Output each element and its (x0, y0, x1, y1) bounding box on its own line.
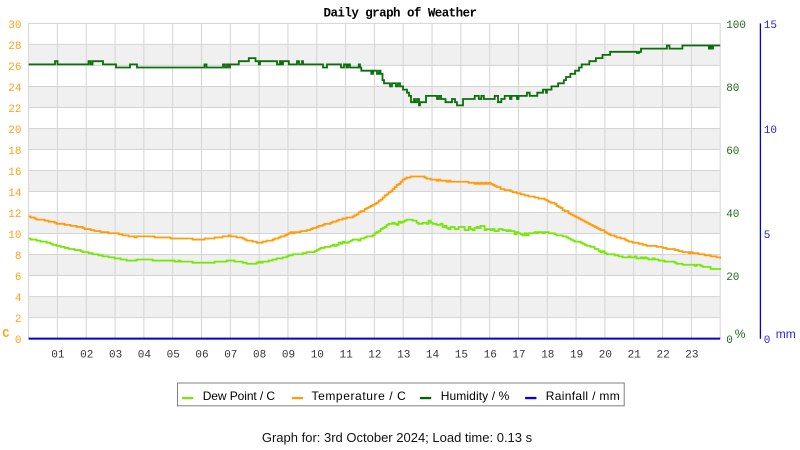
svg-text:20: 20 (599, 350, 612, 362)
svg-text:5: 5 (764, 230, 771, 242)
svg-text:10: 10 (764, 125, 777, 137)
svg-text:10: 10 (311, 350, 324, 362)
svg-text:19: 19 (570, 350, 583, 362)
svg-text:12: 12 (8, 209, 21, 221)
svg-text:Rainfall / mm: Rainfall / mm (546, 389, 620, 403)
svg-text:15: 15 (455, 350, 468, 362)
svg-text:14: 14 (8, 188, 22, 200)
svg-text:4: 4 (15, 293, 22, 305)
svg-text:08: 08 (253, 350, 266, 362)
svg-text:Humidity / %: Humidity / % (441, 389, 510, 403)
svg-text:C: C (2, 327, 9, 341)
svg-text:26: 26 (8, 62, 21, 74)
svg-text:04: 04 (138, 350, 152, 362)
svg-text:07: 07 (224, 350, 237, 362)
svg-text:16: 16 (8, 167, 21, 179)
svg-text:100: 100 (726, 20, 746, 32)
svg-text:20: 20 (8, 125, 21, 137)
svg-text:06: 06 (195, 350, 208, 362)
svg-text:60: 60 (726, 146, 739, 158)
svg-text:16: 16 (484, 350, 497, 362)
svg-text:17: 17 (512, 350, 525, 362)
svg-text:6: 6 (15, 272, 22, 284)
svg-text:03: 03 (109, 350, 122, 362)
svg-text:11: 11 (339, 350, 353, 362)
svg-text:13: 13 (397, 350, 410, 362)
svg-text:24: 24 (8, 83, 22, 95)
svg-text:09: 09 (282, 350, 295, 362)
svg-text:05: 05 (167, 350, 180, 362)
svg-text:Graph for: 3rd October 2024; L: Graph for: 3rd October 2024; Load time: … (262, 430, 533, 445)
svg-text:30: 30 (8, 20, 21, 32)
svg-text:10: 10 (8, 230, 21, 242)
svg-text:02: 02 (80, 350, 93, 362)
svg-text:22: 22 (656, 350, 669, 362)
svg-text:01: 01 (51, 350, 65, 362)
svg-text:22: 22 (8, 104, 21, 116)
svg-text:Temperature / C: Temperature / C (312, 389, 407, 403)
svg-text:8: 8 (15, 251, 22, 263)
svg-text:23: 23 (685, 350, 698, 362)
svg-text:0: 0 (15, 335, 22, 347)
svg-text:0: 0 (764, 335, 771, 347)
svg-text:14: 14 (426, 350, 440, 362)
svg-text:28: 28 (8, 41, 21, 53)
svg-text:20: 20 (726, 272, 739, 284)
svg-text:40: 40 (726, 209, 739, 221)
svg-text:0: 0 (726, 335, 733, 347)
svg-text:12: 12 (368, 350, 381, 362)
svg-text:mm: mm (776, 327, 796, 341)
svg-text:Daily graph of Weather: Daily graph of Weather (324, 7, 477, 21)
svg-text:18: 18 (541, 350, 554, 362)
svg-text:Dew Point / C: Dew Point / C (203, 389, 276, 403)
svg-text:%: % (735, 327, 746, 341)
svg-text:18: 18 (8, 146, 21, 158)
svg-text:2: 2 (15, 314, 22, 326)
svg-text:80: 80 (726, 83, 739, 95)
svg-text:21: 21 (628, 350, 642, 362)
svg-text:15: 15 (764, 20, 777, 32)
